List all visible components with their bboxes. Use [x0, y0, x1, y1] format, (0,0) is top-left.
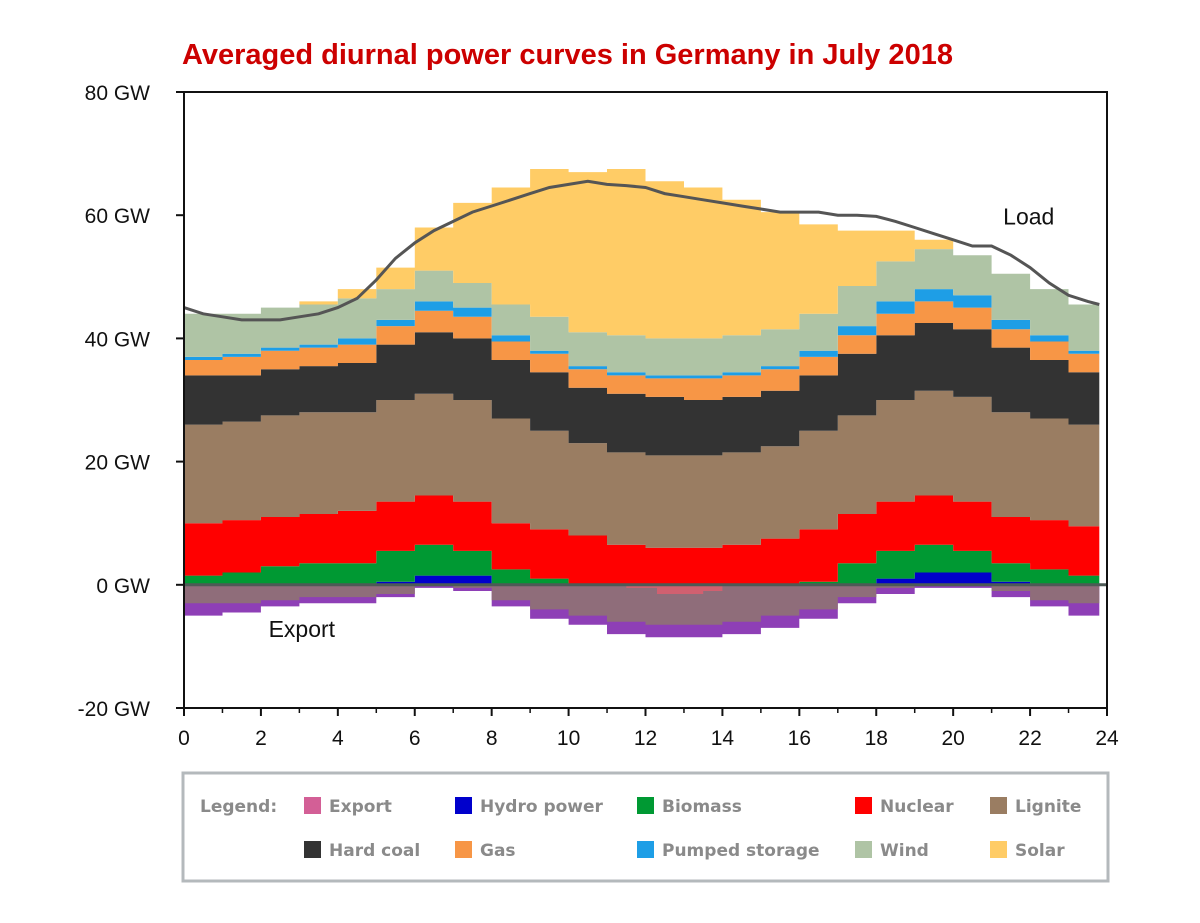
legend-title: Legend:: [200, 797, 277, 817]
legend-label-wind: Wind: [880, 841, 929, 861]
legend-label-nuclear: Nuclear: [880, 797, 954, 817]
area-hydro-power: [184, 572, 1100, 585]
x-tick-label: 0: [178, 727, 190, 750]
legend-label-hydro-power: Hydro power: [480, 797, 604, 817]
legend-swatch-biomass: [637, 797, 654, 814]
y-tick-label: 0 GW: [96, 575, 150, 598]
legend-label-biomass: Biomass: [662, 797, 742, 817]
legend-label-lignite: Lignite: [1015, 797, 1081, 817]
legend-swatch-nuclear: [855, 797, 872, 814]
area-gas: [184, 301, 1100, 400]
legend-label-gas: Gas: [480, 841, 516, 861]
x-tick-label: 16: [788, 727, 811, 750]
x-tick-label: 10: [557, 727, 580, 750]
legend-swatch-export: [304, 797, 321, 814]
legend-swatch-solar: [990, 841, 1007, 858]
legend: Export Hydro power Biomass Nuclear Lignite Ha…: [304, 797, 1081, 861]
area-lignite: [184, 390, 1100, 548]
x-tick-label: 18: [865, 727, 888, 750]
y-tick-label: 60 GW: [85, 205, 151, 228]
y-tick-label: 40 GW: [85, 328, 151, 351]
x-tick-label: 20: [941, 727, 964, 750]
area-solar: [184, 169, 1100, 339]
x-tick-label: 4: [332, 727, 344, 750]
y-tick-label: 80 GW: [85, 82, 151, 105]
chart-title: Averaged diurnal power curves in Germany…: [182, 39, 953, 71]
y-tick-label: 20 GW: [85, 452, 151, 475]
legend-swatch-lignite: [990, 797, 1007, 814]
legend-label-pumped-storage: Pumped storage: [662, 841, 820, 861]
area-wind: [184, 249, 1100, 376]
x-tick-label: 6: [409, 727, 421, 750]
legend-label-solar: Solar: [1015, 841, 1065, 861]
legend-swatch-hydro-power: [455, 797, 472, 814]
area-export-inner: [184, 584, 1100, 625]
legend-swatch-wind: [855, 841, 872, 858]
annotation-export: Export: [269, 616, 336, 642]
area-hard-coal: [184, 323, 1100, 456]
x-tick-label: 12: [634, 727, 657, 750]
legend-swatch-hard-coal: [304, 841, 321, 858]
x-tick-label: 14: [711, 727, 735, 750]
load-line: [183, 179, 1100, 322]
legend-swatch-pumped-storage: [637, 841, 654, 858]
area-nuclear: [184, 495, 1100, 585]
legend-label-hard-coal: Hard coal: [329, 841, 420, 861]
x-tick-label: 24: [1095, 727, 1119, 750]
annotation-load: Load: [1003, 203, 1054, 229]
x-tick-label: 2: [255, 727, 267, 750]
legend-label-export: Export: [329, 797, 392, 817]
x-tick-label: 22: [1018, 727, 1041, 750]
area-export-red: [626, 584, 723, 594]
y-tick-label: -20 GW: [78, 698, 151, 721]
legend-box: [181, 771, 1110, 883]
x-tick-label: 8: [486, 727, 498, 750]
legend-swatch-gas: [455, 841, 472, 858]
area-biomass: [184, 544, 1100, 585]
